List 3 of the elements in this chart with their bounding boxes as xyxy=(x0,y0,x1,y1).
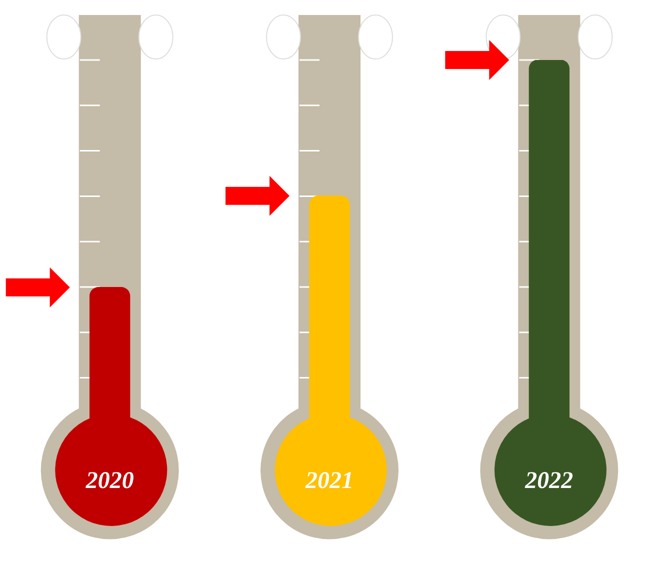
x-tick-label: 2020 xyxy=(84,468,134,494)
x-tick-label: 2022 xyxy=(524,468,574,494)
x-tick-label: 2021 xyxy=(304,468,354,494)
